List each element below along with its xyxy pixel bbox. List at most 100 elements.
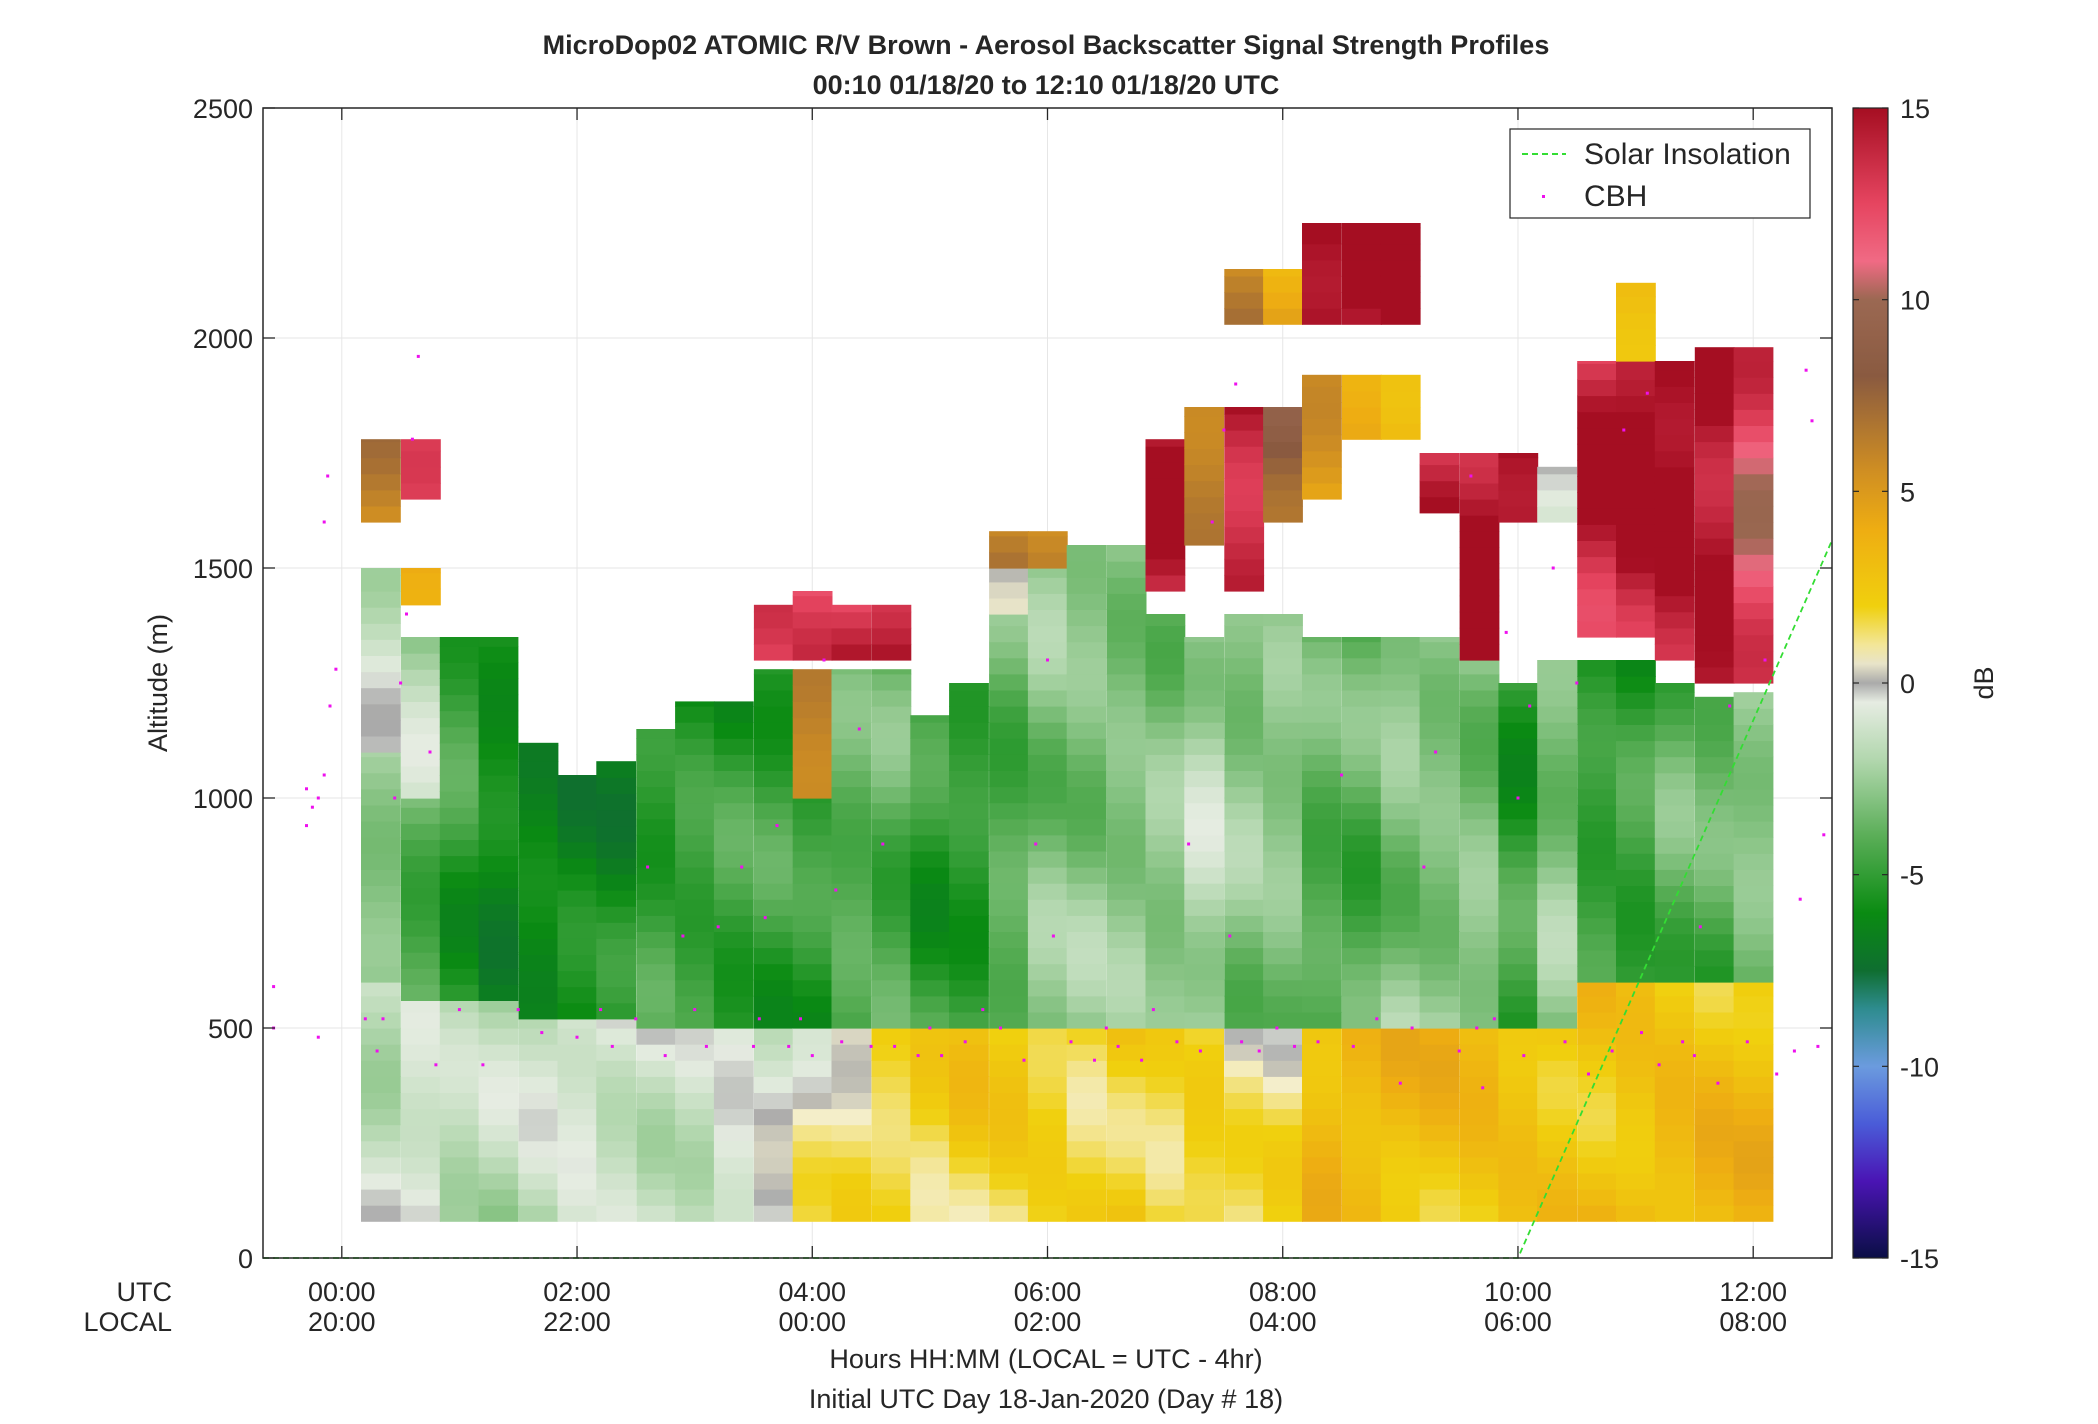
heatmap-cell <box>1184 1011 1225 1029</box>
heatmap-cell <box>1263 850 1303 868</box>
heatmap-cell <box>1419 754 1460 771</box>
heatmap-cell <box>675 1172 715 1190</box>
cbh-point <box>704 1044 708 1048</box>
heatmap-cell <box>1616 540 1656 558</box>
heatmap-cell <box>1694 995 1735 1013</box>
heatmap-cell <box>1733 821 1774 838</box>
heatmap-cell <box>1224 1124 1265 1142</box>
cbh-point <box>1340 773 1343 777</box>
heatmap-cell <box>1106 1028 1147 1045</box>
heatmap-cell <box>1380 1172 1421 1190</box>
heatmap-cell <box>1694 1140 1735 1158</box>
cbh-point <box>1222 428 1226 432</box>
heatmap-cell <box>1342 931 1382 949</box>
heatmap-cell <box>1616 804 1656 822</box>
heatmap-cell <box>439 871 480 889</box>
heatmap-cell <box>1066 1189 1107 1206</box>
heatmap-cell <box>713 1044 754 1061</box>
heatmap-cell <box>1694 1189 1735 1206</box>
heatmap-cell <box>675 722 715 739</box>
heatmap-cell <box>1419 931 1460 949</box>
heatmap-cell <box>1577 756 1617 774</box>
heatmap-cell <box>1342 423 1382 440</box>
heatmap-cell <box>753 1172 794 1190</box>
heatmap-cell <box>871 689 912 707</box>
heatmap-cell <box>831 673 872 691</box>
heatmap-cell <box>1263 673 1303 691</box>
heatmap-cell <box>1459 818 1500 836</box>
heatmap-cell <box>713 1189 754 1206</box>
heatmap-cell <box>1577 1092 1617 1110</box>
heatmap-cell <box>1577 508 1617 525</box>
heatmap-cell <box>439 839 480 857</box>
heatmap-cell <box>1419 786 1460 804</box>
heatmap-cell <box>713 979 754 997</box>
heatmap-cell <box>1380 915 1421 932</box>
cbh-point <box>893 1044 897 1048</box>
heatmap-cell <box>1616 443 1656 461</box>
cbh-point <box>305 824 308 828</box>
heatmap-cell <box>1733 570 1774 587</box>
heatmap-cell <box>557 986 598 1004</box>
heatmap-cell <box>1498 722 1539 739</box>
heatmap-cell <box>401 1000 441 1013</box>
heatmap-cell <box>1106 754 1147 771</box>
heatmap-cell <box>1066 1172 1107 1190</box>
heatmap-cell <box>1106 867 1147 884</box>
heatmap-cell <box>596 938 637 955</box>
heatmap-cell <box>401 781 441 799</box>
heatmap-cell <box>1419 689 1460 707</box>
heatmap-cell <box>1498 1060 1539 1077</box>
heatmap-cell <box>1733 1044 1774 1061</box>
heatmap-cell <box>1263 308 1303 325</box>
heatmap-cell <box>361 1124 401 1142</box>
heatmap-cell <box>713 1060 754 1077</box>
heatmap-cell <box>871 867 912 884</box>
heatmap-cell <box>1459 515 1500 532</box>
heatmap-cell <box>557 825 598 843</box>
heatmap-cell <box>518 777 559 794</box>
heatmap-cell <box>1616 869 1656 886</box>
heatmap-cell <box>1263 979 1303 997</box>
heatmap-cell <box>1224 754 1265 771</box>
heatmap-cell <box>478 1140 519 1158</box>
heatmap-cell <box>1537 867 1577 884</box>
heatmap-cell <box>949 915 989 932</box>
y-tick-label: 1500 <box>193 554 253 584</box>
heatmap-cell <box>713 1156 754 1174</box>
heatmap-cell <box>1537 834 1577 852</box>
heatmap-cell <box>478 1092 519 1110</box>
chart-subtitle: 00:10 01/18/20 to 12:10 01/18/20 UTC <box>813 70 1280 100</box>
heatmap-cell <box>831 1028 872 1045</box>
cbh-point <box>1240 1040 1244 1044</box>
heatmap-cell <box>401 871 441 889</box>
cbh-point <box>1522 1054 1526 1058</box>
heatmap-cell <box>1342 1172 1382 1190</box>
heatmap-cell <box>1419 818 1460 836</box>
heatmap-cell <box>401 968 441 985</box>
heatmap-cell <box>713 1076 754 1093</box>
heatmap-cell <box>1616 756 1656 774</box>
heatmap-cell <box>478 1172 519 1190</box>
heatmap-cell <box>675 818 715 836</box>
heatmap-cell <box>1654 683 1695 693</box>
cbh-points <box>272 354 1826 1090</box>
heatmap-cell <box>1224 947 1265 965</box>
heatmap-cell <box>753 818 794 836</box>
heatmap-cell <box>792 1076 833 1093</box>
x-tick-label-utc: 12:00 <box>1719 1277 1787 1307</box>
cbh-point <box>481 1063 485 1067</box>
heatmap-cell <box>989 883 1029 900</box>
cbh-point <box>757 1017 761 1021</box>
heatmap-cell <box>1498 770 1539 788</box>
heatmap-cell <box>1654 482 1695 500</box>
heatmap-cell <box>753 963 794 981</box>
cbh-point <box>310 805 314 809</box>
heatmap-cell <box>478 936 519 953</box>
heatmap-cell <box>871 1092 912 1110</box>
heatmap-cell <box>910 834 951 852</box>
heatmap-cell <box>1342 243 1382 261</box>
heatmap-cell <box>1224 1108 1265 1126</box>
heatmap-cell <box>1302 1124 1342 1142</box>
heatmap-cell <box>361 1189 401 1206</box>
